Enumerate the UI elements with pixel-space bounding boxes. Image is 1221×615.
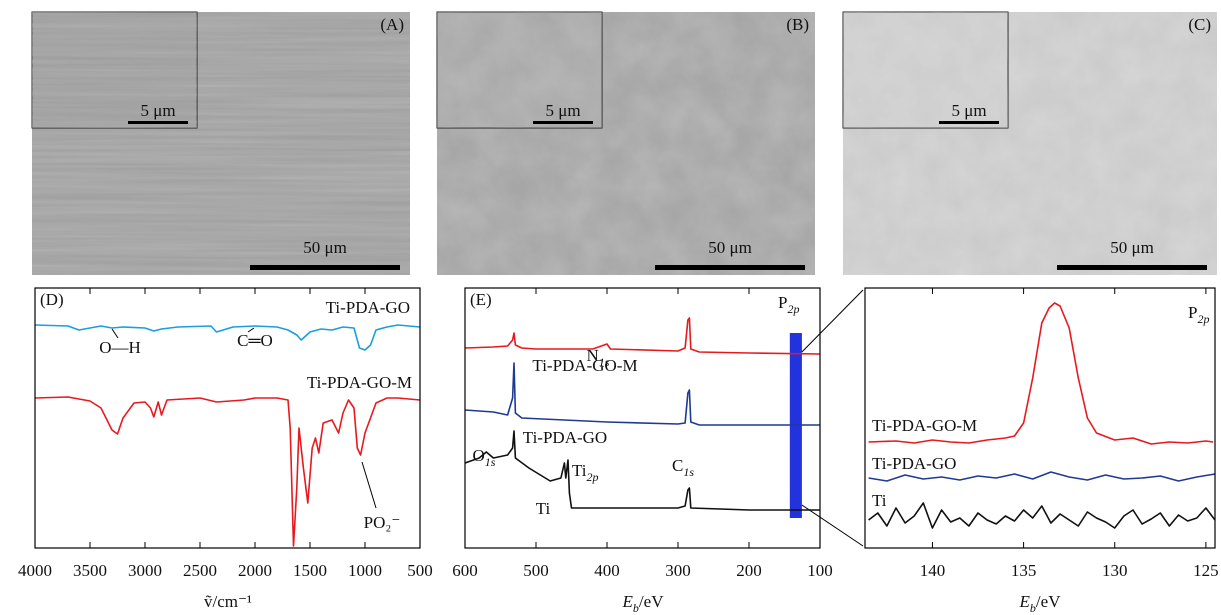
annotation: O—H [99,338,141,357]
x-tick-label: 130 [1102,561,1128,580]
x-tick-label: 300 [665,561,691,580]
x-tick-label: 125 [1193,561,1219,580]
annotation: Ti-PDA-GO [872,454,956,473]
annotation: Ti-PDA-GO-M [307,373,412,392]
spectrum-line [869,472,1215,481]
annotation: Ti-PDA-GO [523,428,607,447]
annotation-base: O [473,446,485,465]
annotation-base: P [778,293,787,312]
spectrum-line [869,503,1215,528]
x-tick-label: 135 [1011,561,1037,580]
spectrum-line [35,325,420,350]
annotation-sub: 2p [587,470,599,484]
annotation: PO₂⁻ [364,513,401,532]
annotation: C1s [672,456,694,479]
inset-scale-bar [128,121,188,124]
annotation: P2p [1188,303,1209,326]
scale-label: 50 μm [303,238,347,257]
x-tick-label: 500 [523,561,549,580]
scale-label: 50 μm [708,238,752,257]
scale-bar [1057,265,1207,270]
x-tick-label: 3500 [73,561,107,580]
x-tick-label: 1500 [293,561,327,580]
x-tick-label: 2000 [238,561,272,580]
x-axis-title: Eb/eV [1019,592,1062,615]
inset-scale-bar [939,121,999,124]
annotation-sub: 2p [787,302,799,316]
x-tick-label: 500 [407,561,433,580]
annotation: P2p [778,293,799,316]
plot-frame [465,288,820,548]
x-tick-label: 600 [452,561,478,580]
panel-label: (C) [1188,15,1211,34]
scale-bar [250,265,400,270]
x-tick-label: 2500 [183,561,217,580]
spectrum-line [465,363,820,425]
x-axis-title: Eb/eV [622,592,665,615]
zoom-connector [802,290,863,352]
inset-scale-bar [533,121,593,124]
x-axis-title-base: E [1019,592,1031,611]
inset-scale-label: 5 μm [951,101,986,120]
scale-label: 50 μm [1110,238,1154,257]
x-tick-label: 400 [594,561,620,580]
x-tick-label: 140 [920,561,946,580]
x-axis-title-rest: /eV [1036,592,1061,611]
annotation: Ti-PDA-GO-M [872,416,977,435]
annotation-base: Ti [572,461,587,480]
inset-scale-label: 5 μm [545,101,580,120]
annotation: Ti-PDA-GO [326,298,410,317]
panel-label: (E) [470,290,492,309]
inset-scale-label: 5 μm [140,101,175,120]
panel-label: (A) [380,15,404,34]
x-axis-title-rest: /eV [639,592,664,611]
spectrum-line [35,397,420,546]
annotation-sub: 1s [683,465,694,479]
panel-label: (B) [786,15,809,34]
x-tick-label: 1000 [348,561,382,580]
annotation-base: C [672,456,683,475]
spectrum-line [465,318,820,354]
x-tick-label: 4000 [18,561,52,580]
x-tick-label: 100 [807,561,833,580]
x-axis-title-base: E [622,592,634,611]
annotation: Ti2p [572,461,599,484]
annotation: Ti-PDA-GO-M [532,356,637,375]
annotation: O1s [473,446,496,469]
figure: (A) 50 μm 5 μm (B) 50 μm 5 μm (C) 50 μm 5 μm 4000… [0,0,1221,615]
x-tick-label: 3000 [128,561,162,580]
zoom-connector [802,505,863,546]
scale-bar [655,265,805,270]
annotation: Ti [536,499,551,518]
leader-line [112,329,118,338]
annotation: C═O [237,331,273,350]
x-axis-title: ṽ/cm⁻¹ [204,592,252,611]
annotation: Ti [872,491,887,510]
spectrum-line [465,431,820,510]
annotation-base: P [1188,303,1197,322]
leader-line [362,462,376,508]
annotation-sub: 2p [1197,312,1209,326]
panel-label: (D) [40,290,64,309]
x-tick-label: 200 [736,561,762,580]
annotation-sub: 1s [485,455,496,469]
